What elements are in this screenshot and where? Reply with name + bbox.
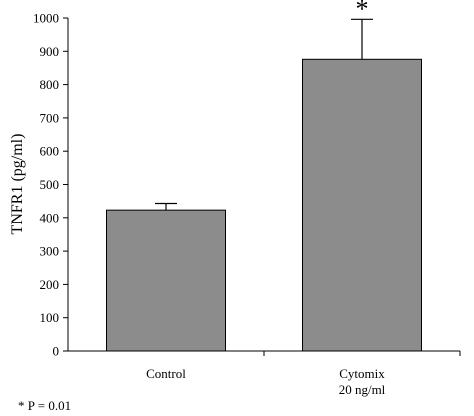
y-tick-label: 0: [53, 344, 60, 359]
y-tick-label: 300: [40, 244, 60, 259]
y-tick-label: 800: [40, 77, 60, 92]
category-label: Control: [146, 366, 186, 381]
y-tick-label: 400: [40, 210, 60, 225]
y-tick-label: 900: [40, 44, 60, 59]
bar: [106, 209, 226, 352]
category-label-line2: 20 ng/ml: [339, 382, 386, 397]
significance-asterisk: *: [356, 0, 369, 23]
y-axis-title: TNFR1 (pg/ml): [9, 134, 26, 235]
bar: [302, 58, 422, 352]
bars: *: [106, 0, 422, 352]
y-tick-label: 1000: [33, 11, 59, 26]
category-label: Cytomix: [339, 366, 385, 381]
y-ticks: 0 100 200 300 400 500 600 700 800 900 1000: [33, 11, 68, 359]
y-tick-label: 700: [40, 110, 60, 125]
significance-footnote: * P = 0.01: [18, 398, 72, 413]
y-tick-label: 600: [40, 144, 60, 159]
y-tick-label: 500: [40, 177, 60, 192]
y-tick-label: 200: [40, 277, 60, 292]
y-tick-label: 100: [40, 310, 60, 325]
axes: [67, 18, 461, 356]
